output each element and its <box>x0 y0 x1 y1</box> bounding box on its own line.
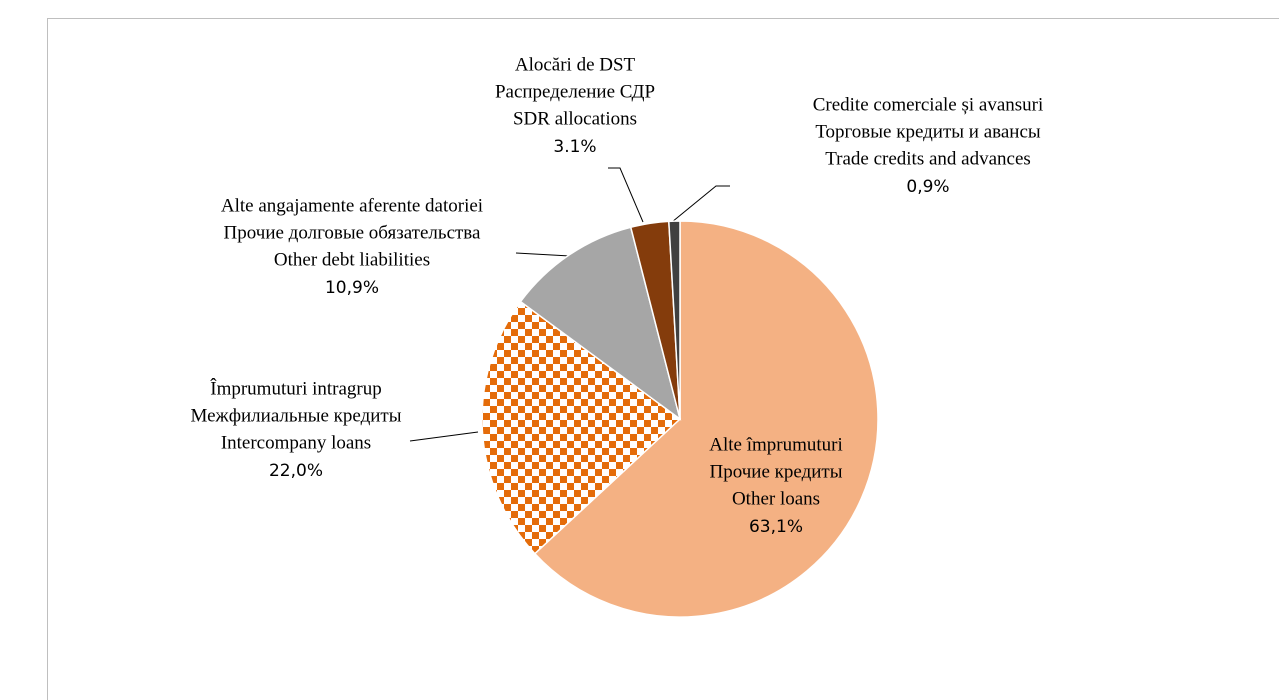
value-label: 10,9% <box>325 278 379 298</box>
slice-label: Распределение СДР <box>495 81 655 102</box>
slice-label: Other loans <box>732 488 820 509</box>
value-label: 22,0% <box>269 461 323 481</box>
slice-label: Credite comerciale și avansuri <box>813 94 1044 115</box>
leader-lines <box>409 167 730 442</box>
slice-label: Прочие долговые обязательства <box>224 222 481 243</box>
leader-line <box>608 167 644 223</box>
slice-label: Intercompany loans <box>221 432 371 453</box>
pie-slice <box>481 300 682 555</box>
value-label: 0,9% <box>906 177 949 197</box>
pie-slice <box>668 220 681 420</box>
leader-line <box>515 252 571 257</box>
slice-label: Прочие кредиты <box>710 461 843 482</box>
value-label: 3.1% <box>553 137 596 157</box>
slice-label: SDR allocations <box>513 108 637 129</box>
chart-frame <box>47 18 1279 700</box>
leader-line <box>409 431 479 442</box>
leader-line <box>671 185 730 223</box>
slice-label: Межфилиальные кредиты <box>190 405 401 426</box>
slice-label: Other debt liabilities <box>274 249 430 270</box>
slice-label: Alte angajamente aferente datoriei <box>221 195 483 216</box>
pie-slice <box>519 226 682 421</box>
slice-label: Торговые кредиты и авансы <box>815 121 1041 142</box>
slice-label: Alocări de DST <box>515 54 636 75</box>
slice-label: Împrumuturi intragrup <box>210 377 382 399</box>
pie-slice <box>533 220 879 618</box>
slice-label: Trade credits and advances <box>825 148 1031 169</box>
value-label: 63,1% <box>749 517 803 537</box>
slice-label: Alte împrumuturi <box>709 434 843 455</box>
